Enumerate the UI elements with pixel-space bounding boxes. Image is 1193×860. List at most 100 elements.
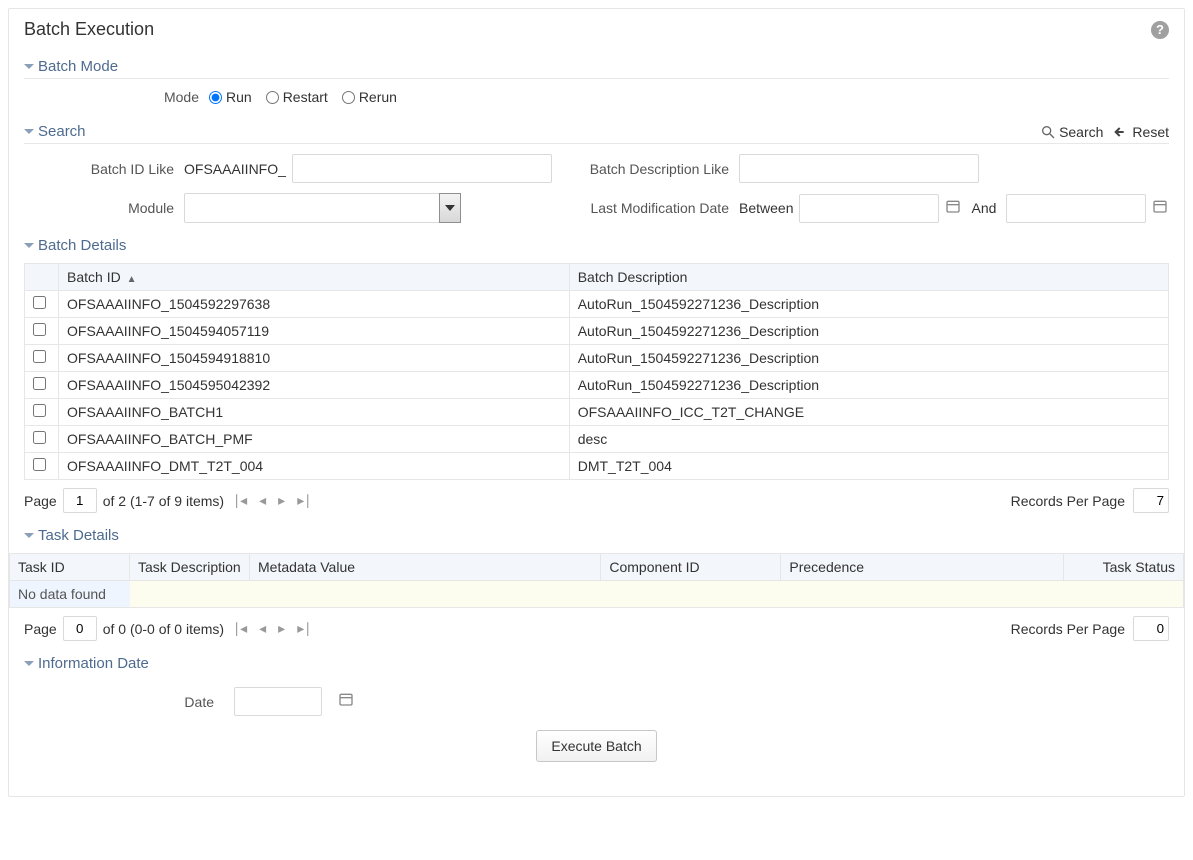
table-row[interactable]: OFSAAAIINFO_BATCH_PMFdesc: [25, 426, 1169, 453]
task-details-table: Task ID Task Description Metadata Value …: [9, 553, 1184, 608]
row-checkbox[interactable]: [33, 431, 46, 444]
task-page-input[interactable]: [63, 616, 97, 641]
batch-id-like-label: Batch ID Like: [24, 161, 184, 177]
row-checkbox[interactable]: [33, 296, 46, 309]
batch-desc-like-label: Batch Description Like: [584, 161, 739, 177]
cell-batch-desc: AutoRun_1504592271236_Description: [569, 345, 1168, 372]
information-date-header[interactable]: Information Date: [24, 655, 1169, 675]
pager-next-icon[interactable]: ▸: [275, 492, 288, 509]
mode-restart-option[interactable]: Restart: [266, 89, 328, 105]
row-checkbox[interactable]: [33, 323, 46, 336]
information-date-section: Information Date Date Execute Batch: [24, 655, 1169, 762]
page-input[interactable]: [63, 488, 97, 513]
page-label: Page: [24, 493, 57, 509]
reset-action[interactable]: Reset: [1113, 124, 1169, 140]
task-details-header[interactable]: Task Details: [9, 527, 1184, 547]
search-title: Search: [38, 123, 86, 140]
mode-run-radio[interactable]: [209, 91, 222, 104]
calendar-from-icon[interactable]: [945, 198, 961, 219]
module-select-wrap: [184, 193, 461, 223]
col-batch-id[interactable]: Batch ID ▲: [59, 264, 570, 291]
pager-prev-icon[interactable]: ◂: [256, 492, 269, 509]
batch-desc-like-input[interactable]: [739, 154, 979, 183]
date-to-input[interactable]: [1006, 194, 1146, 223]
task-pager-prev-icon[interactable]: ◂: [256, 620, 269, 637]
chevron-down-icon: [24, 533, 34, 538]
cell-batch-desc: OFSAAAIINFO_ICC_T2T_CHANGE: [569, 399, 1168, 426]
table-row[interactable]: OFSAAAIINFO_1504594057119AutoRun_1504592…: [25, 318, 1169, 345]
pager-last-icon[interactable]: ▸∣: [294, 492, 314, 509]
cell-batch-desc: desc: [569, 426, 1168, 453]
mode-restart-radio[interactable]: [266, 91, 279, 104]
mode-rerun-radio[interactable]: [342, 91, 355, 104]
help-icon[interactable]: ?: [1151, 21, 1169, 39]
calendar-to-icon[interactable]: [1152, 198, 1168, 219]
task-rpp-input[interactable]: [1133, 616, 1169, 641]
col-meta[interactable]: Metadata Value: [250, 554, 601, 581]
no-data-row: No data found: [10, 581, 1184, 608]
batch-details-section: Batch Details Batch ID ▲ Batch Descripti…: [24, 237, 1169, 513]
search-icon: [1040, 124, 1056, 140]
no-data-cell: No data found: [10, 581, 130, 608]
last-mod-date-label: Last Modification Date: [584, 200, 739, 216]
task-pager: Page of 0 (0-0 of 0 items) ∣◂ ◂ ▸ ▸∣ Rec…: [9, 616, 1184, 641]
mode-run-option[interactable]: Run: [209, 89, 252, 105]
table-row[interactable]: OFSAAAIINFO_1504594918810AutoRun_1504592…: [25, 345, 1169, 372]
cell-batch-id: OFSAAAIINFO_1504595042392: [59, 372, 570, 399]
table-row[interactable]: OFSAAAIINFO_1504595042392AutoRun_1504592…: [25, 372, 1169, 399]
mode-rerun-option[interactable]: Rerun: [342, 89, 397, 105]
chevron-down-icon: [24, 129, 34, 134]
cell-batch-id: OFSAAAIINFO_1504592297638: [59, 291, 570, 318]
search-header[interactable]: Search Search Reset: [24, 123, 1169, 144]
row-checkbox[interactable]: [33, 404, 46, 417]
and-label: And: [971, 200, 996, 216]
module-select[interactable]: [184, 193, 461, 223]
table-row[interactable]: OFSAAAIINFO_1504592297638AutoRun_1504592…: [25, 291, 1169, 318]
search-action[interactable]: Search: [1040, 124, 1103, 140]
chevron-down-icon: [24, 661, 34, 666]
info-date-label: Date: [24, 694, 224, 710]
pager-first-icon[interactable]: ∣◂: [230, 492, 250, 509]
row-checkbox[interactable]: [33, 350, 46, 363]
mode-radio-group: Run Restart Rerun: [209, 89, 397, 105]
col-prec[interactable]: Precedence: [781, 554, 1064, 581]
row-checkbox[interactable]: [33, 377, 46, 390]
col-status[interactable]: Task Status: [1064, 554, 1184, 581]
cell-batch-id: OFSAAAIINFO_1504594057119: [59, 318, 570, 345]
select-all-header: [25, 264, 59, 291]
cell-batch-desc: DMT_T2T_004: [569, 453, 1168, 480]
panel-header: Batch Execution ?: [24, 19, 1169, 40]
col-task-id[interactable]: Task ID: [10, 554, 130, 581]
chevron-down-icon: [24, 243, 34, 248]
date-from-input[interactable]: [799, 194, 939, 223]
execute-batch-button[interactable]: Execute Batch: [536, 730, 656, 762]
batch-id-prefix: OFSAAAIINFO_: [184, 161, 286, 177]
batch-details-header[interactable]: Batch Details: [24, 237, 1169, 257]
between-label: Between: [739, 200, 793, 216]
cell-batch-id: OFSAAAIINFO_DMT_T2T_004: [59, 453, 570, 480]
rpp-label: Records Per Page: [1011, 493, 1125, 509]
batch-id-like-input[interactable]: [292, 154, 552, 183]
table-row[interactable]: OFSAAAIINFO_DMT_T2T_004DMT_T2T_004: [25, 453, 1169, 480]
reset-icon: [1113, 124, 1129, 140]
cell-batch-id: OFSAAAIINFO_BATCH1: [59, 399, 570, 426]
task-pager-first-icon[interactable]: ∣◂: [230, 620, 250, 637]
col-comp[interactable]: Component ID: [601, 554, 781, 581]
table-row[interactable]: OFSAAAIINFO_BATCH1OFSAAAIINFO_ICC_T2T_CH…: [25, 399, 1169, 426]
info-date-calendar-icon[interactable]: [338, 691, 354, 712]
task-pager-last-icon[interactable]: ▸∣: [294, 620, 314, 637]
task-rpp-label: Records Per Page: [1011, 621, 1125, 637]
cell-batch-desc: AutoRun_1504592271236_Description: [569, 372, 1168, 399]
col-task-desc[interactable]: Task Description: [130, 554, 250, 581]
info-date-input[interactable]: [234, 687, 322, 716]
rpp-input[interactable]: [1133, 488, 1169, 513]
task-details-section: Task Details Task ID Task Description Me…: [9, 527, 1184, 641]
row-checkbox[interactable]: [33, 458, 46, 471]
module-dropdown-button[interactable]: [439, 193, 461, 223]
page-of-text: of 2 (1-7 of 9 items): [103, 493, 224, 509]
cell-batch-id: OFSAAAIINFO_BATCH_PMF: [59, 426, 570, 453]
batch-mode-header[interactable]: Batch Mode: [24, 58, 1169, 79]
col-batch-desc[interactable]: Batch Description: [569, 264, 1168, 291]
mode-label: Mode: [24, 89, 209, 105]
task-pager-next-icon[interactable]: ▸: [275, 620, 288, 637]
